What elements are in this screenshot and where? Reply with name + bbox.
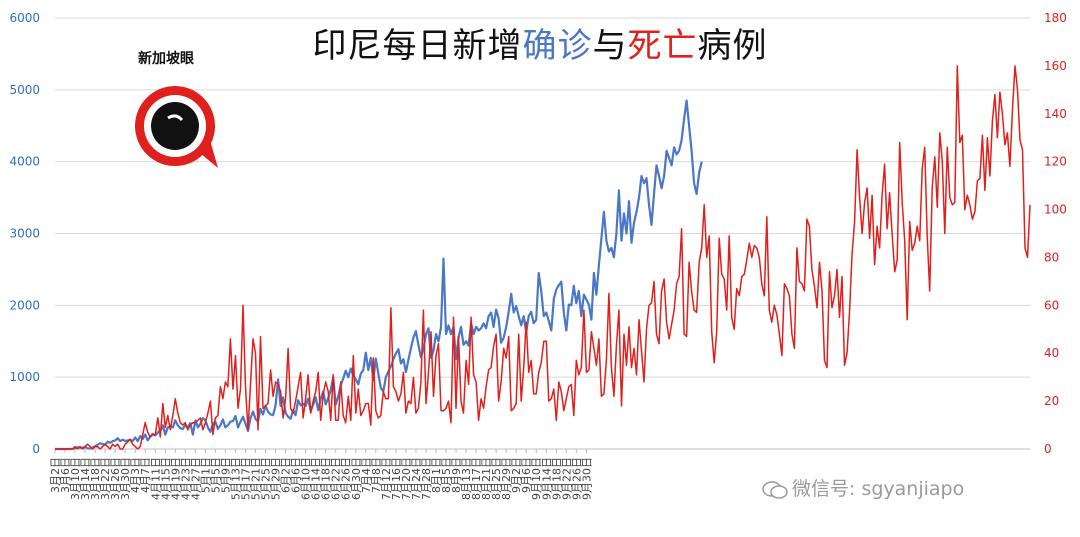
x-axis-tick-label: 6月30日	[350, 457, 363, 500]
x-axis-tick-label: 4月3日	[129, 457, 142, 493]
watermark: 微信号: sgyanjiapo	[762, 474, 964, 501]
left-axis-tick-label: 0	[32, 442, 40, 456]
x-axis-tick-label: 9月10日	[530, 457, 543, 500]
brand-logo: 新加坡眼	[130, 48, 250, 168]
title-part-3: 与	[592, 26, 628, 66]
x-axis-tick-label: 6月22日	[330, 457, 343, 500]
x-axis-tick-label: 7月12日	[380, 457, 393, 500]
x-axis-tick-label: 3月14日	[79, 457, 92, 500]
x-axis-tick-label: 6月10日	[300, 457, 313, 500]
x-axis-tick-label: 3月18日	[89, 457, 102, 500]
x-axis-tick-label: 9月6日	[520, 457, 533, 493]
x-axis-tick-label: 7月20日	[400, 457, 413, 500]
x-axis-tick-label: 3月10日	[69, 457, 82, 500]
x-axis-tick-label: 5月5日	[209, 457, 222, 493]
x-axis-tick-label: 4月7日	[139, 457, 152, 493]
x-axis-tick-label: 3月22日	[99, 457, 112, 500]
chart-title: 印尼每日新增确诊与死亡病例	[0, 18, 1080, 67]
right-axis-tick-label: 80	[1044, 250, 1059, 264]
x-axis-tick-label: 9月14日	[540, 457, 553, 500]
x-axis-tick-label: 8月17日	[470, 457, 483, 500]
x-axis-tick-label: 9月22日	[560, 457, 573, 500]
deaths-line	[55, 65, 1031, 450]
x-axis-tick-label: 7月8日	[370, 457, 383, 493]
x-axis-tick-label: 5月25日	[260, 457, 273, 500]
confirmed-cases-line	[55, 99, 703, 451]
x-axis-tick-label: 5月29日	[270, 457, 283, 500]
x-axis-tick-label: 4月11日	[149, 457, 162, 500]
x-axis-tick-label: 8月21日	[480, 457, 493, 500]
wechat-icon	[762, 480, 788, 500]
series-lines	[55, 65, 1031, 451]
x-axis-tick-label: 8月5日	[440, 457, 453, 493]
x-axis-ticks: 3月2日3月6日3月10日3月14日3月18日3月22日3月26日3月30日4月…	[49, 449, 593, 500]
left-axis-tick-label: 2000	[9, 298, 40, 312]
x-axis-tick-label: 3月6日	[59, 457, 72, 493]
right-axis-tick-label: 40	[1044, 346, 1059, 360]
right-axis-tick-label: 20	[1044, 394, 1059, 408]
x-axis-tick-label: 8月13日	[460, 457, 473, 500]
right-axis-tick-label: 60	[1044, 298, 1059, 312]
right-axis-tick-label: 0	[1044, 442, 1052, 456]
title-part-1: 印尼每日新增	[312, 26, 523, 66]
x-axis-tick-label: 7月28日	[420, 457, 433, 500]
x-axis-tick-label: 9月18日	[550, 457, 563, 500]
x-axis-tick-label: 7月24日	[410, 457, 423, 500]
x-axis-tick-label: 8月1日	[430, 457, 443, 493]
title-part-deaths: 死亡	[627, 26, 698, 66]
x-axis-tick-label: 8月29日	[500, 457, 513, 500]
x-axis-tick-label: 3月30日	[119, 457, 132, 500]
right-axis-tick-label: 100	[1044, 203, 1067, 217]
eye-logo-icon	[135, 86, 218, 168]
left-axis-tick-label: 5000	[9, 83, 40, 97]
x-axis-tick-label: 6月26日	[340, 457, 353, 500]
x-axis-tick-label: 3月2日	[49, 457, 62, 493]
x-axis-tick-label: 6月18日	[320, 457, 333, 500]
logo-text: 新加坡眼	[138, 51, 194, 67]
x-axis-tick-label: 9月2日	[510, 457, 523, 493]
x-axis-tick-label: 5月13日	[229, 457, 242, 500]
right-axis-ticks: 0 20 40 60 80 100 120 140 160 180	[1044, 11, 1067, 456]
x-axis-tick-label: 6月6日	[290, 457, 303, 493]
watermark-text: 微信号: sgyanjiapo	[792, 478, 965, 500]
title-part-5: 病例	[697, 26, 768, 66]
x-axis-tick-label: 7月16日	[390, 457, 403, 500]
x-axis-tick-label: 9月30日	[580, 457, 593, 500]
left-axis-ticks: 0 1000 2000 3000 4000 5000 6000	[9, 11, 40, 456]
x-axis-tick-label: 5月17日	[239, 457, 252, 500]
x-axis-tick-label: 5月1日	[199, 457, 212, 493]
x-axis-tick-label: 8月25日	[490, 457, 503, 500]
right-axis-tick-label: 140	[1044, 107, 1067, 121]
x-axis-tick-label: 8月9日	[450, 457, 463, 493]
x-axis-tick-label: 6月2日	[280, 457, 293, 493]
left-axis-tick-label: 3000	[9, 227, 40, 241]
x-axis-tick-label: 3月26日	[109, 457, 122, 500]
right-axis-tick-label: 160	[1044, 59, 1067, 73]
left-axis-tick-label: 1000	[9, 370, 40, 384]
x-axis-tick-label: 7月4日	[360, 457, 373, 493]
x-axis-tick-label: 6月14日	[310, 457, 323, 500]
left-axis-tick-label: 4000	[9, 155, 40, 169]
x-axis-tick-label: 4月19日	[169, 457, 182, 500]
x-axis-tick-label: 5月21日	[250, 457, 263, 500]
x-axis-tick-label: 5月9日	[219, 457, 232, 493]
right-axis-tick-label: 120	[1044, 155, 1067, 169]
x-axis-tick-label: 4月27日	[189, 457, 202, 500]
x-axis-tick-label: 9月26日	[570, 457, 583, 500]
x-axis-tick-label: 4月23日	[179, 457, 192, 500]
right-axis-tick-label: 180	[1044, 11, 1067, 25]
x-axis-tick-label: 4月15日	[159, 457, 172, 500]
title-part-confirmed: 确诊	[522, 26, 593, 66]
left-axis-tick-label: 6000	[9, 11, 40, 25]
